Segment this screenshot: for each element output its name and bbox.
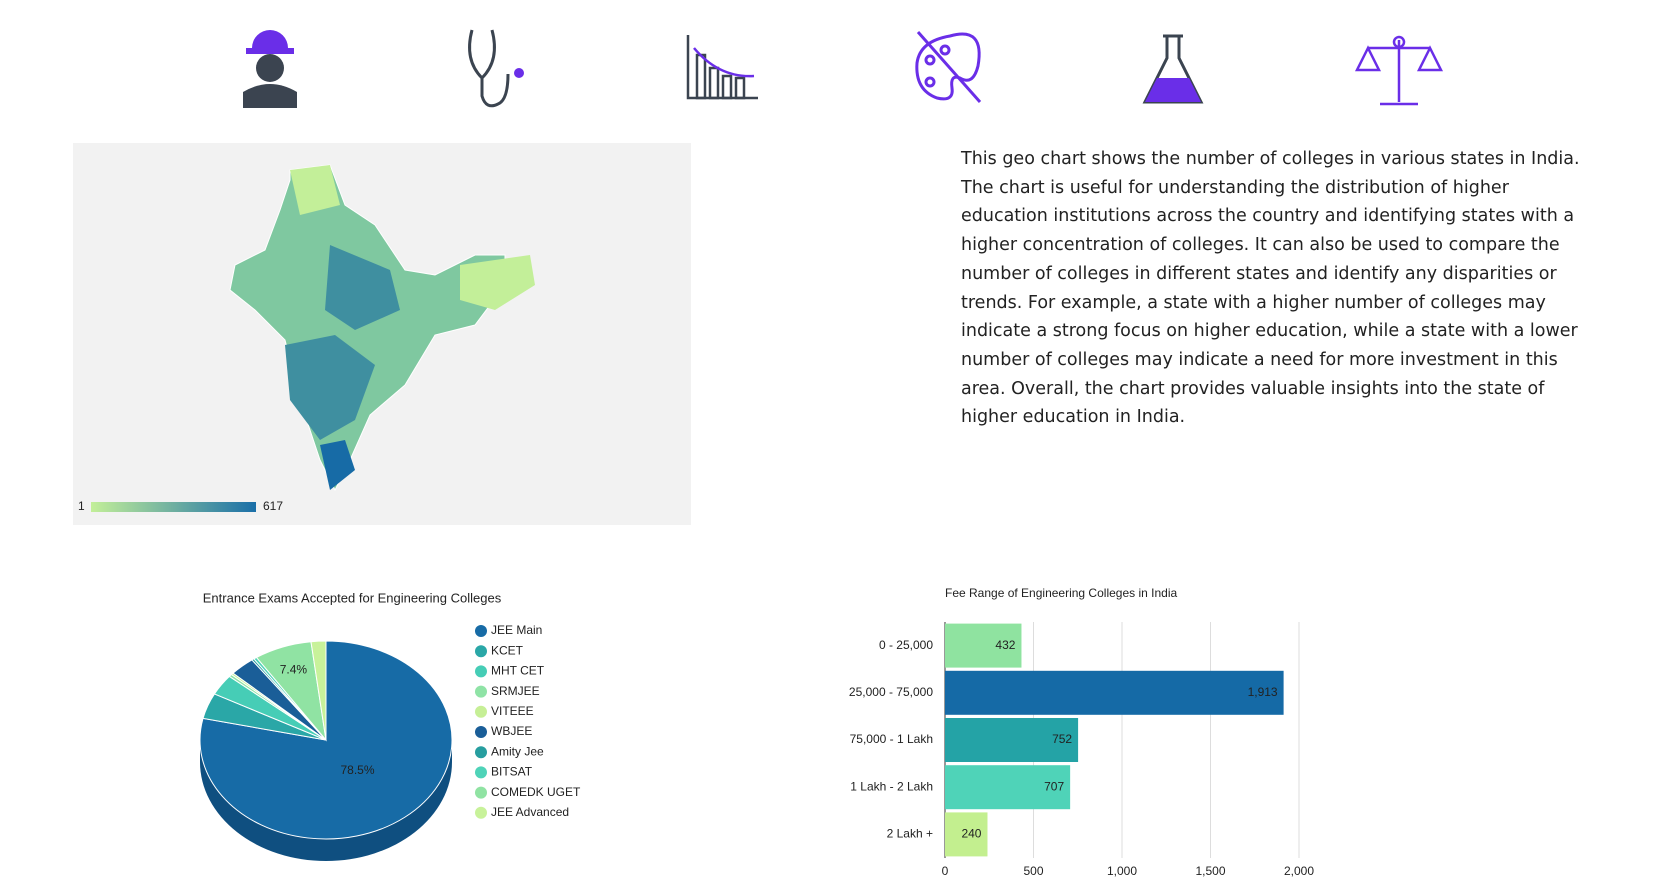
x-tick-label: 500 xyxy=(1023,864,1043,878)
legend-label: WBJEE xyxy=(491,724,532,738)
y-tick-label: 1 Lakh - 2 Lakh xyxy=(850,779,933,793)
palette-icon xyxy=(915,31,982,103)
legend-label: BITSAT xyxy=(491,765,533,779)
legend-marker xyxy=(475,645,487,658)
legend-marker xyxy=(475,665,487,678)
bar xyxy=(945,670,1284,715)
legend-marker xyxy=(475,726,487,738)
bar-label: 240 xyxy=(961,827,981,841)
chart-title: Fee Range of Engineering Colleges in Ind… xyxy=(945,586,1177,600)
slice-label: 78.5% xyxy=(340,763,374,777)
legend-max: 617 xyxy=(263,499,283,513)
legend-label: COMEDK UGET xyxy=(491,785,581,799)
legend-label: MHT CET xyxy=(491,664,545,678)
bar xyxy=(945,718,1079,762)
chart-icon xyxy=(686,35,758,100)
bar-label: 1,913 xyxy=(1248,685,1278,699)
y-tick-label: 75,000 - 1 Lakh xyxy=(850,732,933,746)
legend-marker xyxy=(475,705,487,718)
pie-slice xyxy=(310,640,327,741)
map-region xyxy=(460,255,535,310)
india-map xyxy=(229,164,506,492)
x-tick-label: 1,000 xyxy=(1107,864,1137,878)
legend-label: KCET xyxy=(491,643,524,657)
map-region xyxy=(325,245,400,330)
x-tick-label: 1,500 xyxy=(1195,864,1225,878)
legend-label: VITEEE xyxy=(491,704,534,718)
scale-icon xyxy=(1354,35,1444,106)
map-region xyxy=(320,440,355,490)
color-legend xyxy=(91,502,256,512)
legend-min: 1 xyxy=(78,499,85,513)
legend-marker xyxy=(475,766,487,779)
bar xyxy=(945,623,1022,668)
map-region xyxy=(290,165,340,215)
legend-marker xyxy=(475,625,487,637)
x-tick-label: 2,000 xyxy=(1284,864,1314,878)
legend-marker xyxy=(475,806,487,819)
bar xyxy=(945,812,988,857)
bar xyxy=(945,765,1071,810)
y-tick-label: 25,000 - 75,000 xyxy=(849,685,933,699)
stethoscope-icon xyxy=(468,29,524,108)
legend-marker xyxy=(475,786,487,799)
bar-label: 707 xyxy=(1044,779,1064,793)
bar-label: 432 xyxy=(995,638,1015,652)
slice-label: 7.4% xyxy=(280,662,308,676)
legend-label: JEE Advanced xyxy=(491,805,569,819)
legend-marker xyxy=(475,685,487,698)
engineer-icon xyxy=(243,30,297,108)
legend-marker xyxy=(475,746,487,759)
legend-label: Amity Jee xyxy=(491,744,544,758)
legend-label: JEE Main xyxy=(491,623,542,637)
bar-label: 752 xyxy=(1052,732,1072,746)
description: This geo chart shows the number of colle… xyxy=(961,149,1580,428)
pie-slice xyxy=(199,640,453,840)
y-tick-label: 0 - 25,000 xyxy=(879,638,933,652)
map-region xyxy=(285,335,375,440)
y-tick-label: 2 Lakh + xyxy=(887,827,933,841)
chart-title: Entrance Exams Accepted for Engineering … xyxy=(203,590,502,605)
flask-icon xyxy=(1142,34,1204,104)
x-tick-label: 0 xyxy=(942,864,949,878)
legend-label: SRMJEE xyxy=(491,684,540,698)
